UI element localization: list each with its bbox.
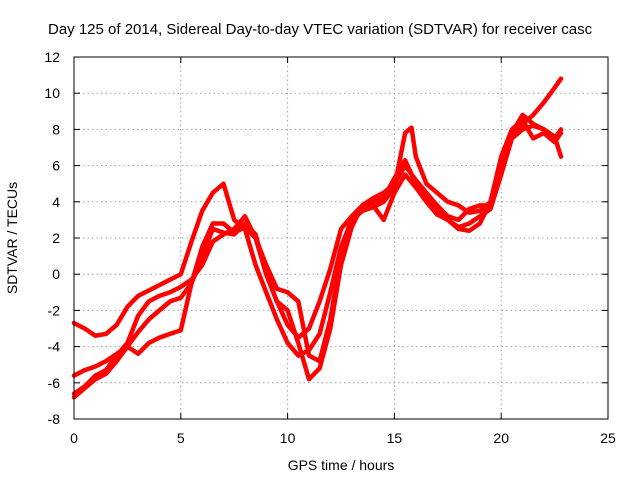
y-tick-label: 12 xyxy=(44,49,60,65)
y-axis-title: SDTVAR / TECUs xyxy=(4,182,20,294)
x-tick-label: 25 xyxy=(600,430,616,446)
series-line-track-4 xyxy=(71,123,564,400)
y-tick-label: 6 xyxy=(52,158,60,174)
grid xyxy=(74,57,608,419)
x-tick-label: 15 xyxy=(387,430,403,446)
y-tick-label: 8 xyxy=(52,121,60,137)
y-tick-label: 4 xyxy=(52,194,60,210)
y-tick-label: -2 xyxy=(48,302,61,318)
y-tick-label: 0 xyxy=(52,266,60,282)
axis-ticks: 0 5 10 15 20 25 -8 -6 -4 -2 0 2 4 6 8 10 12 xyxy=(44,49,616,446)
y-tick-label: 2 xyxy=(52,230,60,246)
chart-title: Day 125 of 2014, Sidereal Day-to-day VTE… xyxy=(48,21,593,38)
y-tick-label: 10 xyxy=(44,85,60,101)
x-axis-title: GPS time / hours xyxy=(288,457,395,473)
x-tick-label: 5 xyxy=(177,430,185,446)
plot-area-series xyxy=(71,76,564,400)
y-tick-label: -6 xyxy=(48,375,61,391)
x-tick-label: 0 xyxy=(70,430,78,446)
x-tick-label: 10 xyxy=(280,430,296,446)
y-tick-label: -8 xyxy=(48,411,61,427)
series-line-track-3 xyxy=(71,112,564,396)
x-tick-label: 20 xyxy=(493,430,509,446)
series-line-track-2 xyxy=(71,76,564,378)
y-tick-label: -4 xyxy=(48,339,61,355)
